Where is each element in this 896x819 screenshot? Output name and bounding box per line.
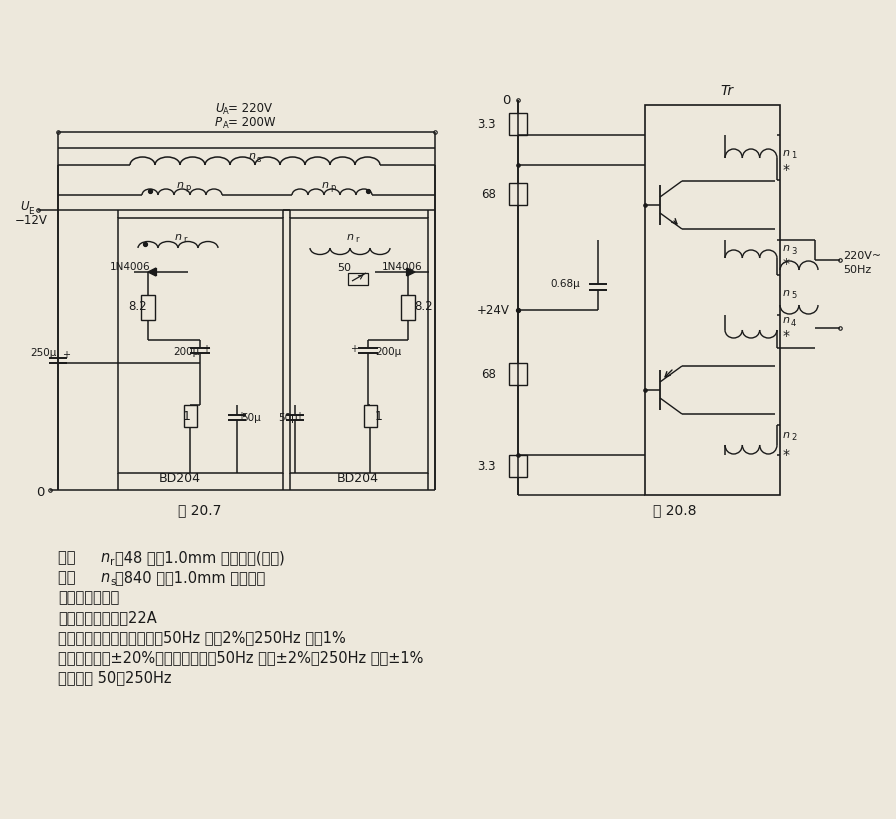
- Text: 8.2: 8.2: [414, 301, 433, 314]
- Text: *: *: [783, 257, 790, 271]
- Text: 4: 4: [791, 319, 797, 328]
- Text: U: U: [215, 102, 224, 115]
- Text: 0: 0: [502, 93, 510, 106]
- Text: ＝48 匝，1.0mm 铜漆包线(双绕): ＝48 匝，1.0mm 铜漆包线(双绕): [115, 550, 285, 565]
- Text: P: P: [215, 115, 222, 129]
- Text: 200μ: 200μ: [375, 347, 401, 357]
- Text: p: p: [330, 183, 335, 192]
- Text: n: n: [783, 148, 790, 158]
- Text: 3.3: 3.3: [478, 117, 496, 130]
- Bar: [364, 405, 377, 427]
- Bar: [118, 218, 283, 473]
- Text: n: n: [322, 180, 329, 190]
- Text: ＝840 匝，1.0mm 铜漆包线: ＝840 匝，1.0mm 铜漆包线: [115, 571, 265, 586]
- Text: 1: 1: [791, 152, 797, 161]
- Text: +: +: [62, 350, 70, 360]
- Text: n: n: [347, 232, 354, 242]
- Text: n: n: [783, 243, 790, 253]
- Text: 5: 5: [791, 292, 797, 301]
- Bar: [509, 183, 527, 205]
- Polygon shape: [407, 268, 415, 276]
- Polygon shape: [148, 268, 156, 276]
- Text: 绕组: 绕组: [58, 571, 80, 586]
- Text: 电源电压变化±20%时频率变化量：50Hz 时＜±2%，250Hz 时＜±1%: 电源电压变化±20%时频率变化量：50Hz 时＜±2%，250Hz 时＜±1%: [58, 650, 424, 666]
- Text: 220V~: 220V~: [843, 251, 881, 261]
- Text: *: *: [783, 329, 790, 343]
- Text: A: A: [223, 121, 228, 130]
- Text: 绕组: 绕组: [58, 550, 80, 565]
- Text: 1: 1: [375, 410, 383, 423]
- Bar: [401, 295, 415, 320]
- Text: 50: 50: [337, 263, 351, 273]
- Text: 1: 1: [183, 410, 191, 423]
- Text: 1N4006: 1N4006: [382, 262, 423, 272]
- Text: +: +: [237, 411, 245, 421]
- Text: = 220V: = 220V: [228, 102, 272, 115]
- Text: *: *: [783, 448, 790, 462]
- Bar: [290, 218, 428, 473]
- Text: *: *: [783, 163, 790, 177]
- Text: 68: 68: [481, 368, 496, 381]
- Bar: [141, 295, 155, 320]
- Text: 3: 3: [791, 247, 797, 256]
- Text: r: r: [110, 557, 115, 567]
- Text: BD204: BD204: [337, 472, 379, 485]
- Text: 0.68μ: 0.68μ: [550, 279, 580, 289]
- Text: 电路典型数据：: 电路典型数据：: [58, 590, 119, 605]
- Text: 200μ: 200μ: [173, 347, 199, 357]
- Text: +: +: [295, 411, 303, 421]
- Text: U: U: [20, 201, 29, 214]
- Text: Tr: Tr: [720, 84, 734, 98]
- Text: n: n: [249, 151, 256, 161]
- Text: −12V: −12V: [15, 214, 47, 227]
- Text: s: s: [110, 577, 116, 587]
- Text: n: n: [100, 550, 109, 565]
- Bar: [348, 273, 368, 285]
- Text: 2: 2: [791, 433, 797, 442]
- Bar: [509, 113, 527, 135]
- Text: 3.3: 3.3: [478, 459, 496, 473]
- Text: = 200W: = 200W: [228, 115, 275, 129]
- Bar: [509, 363, 527, 385]
- Text: 图 20.7: 图 20.7: [178, 503, 221, 517]
- Text: 工作频率 50～250Hz: 工作频率 50～250Hz: [58, 671, 171, 686]
- Text: +24V: +24V: [478, 304, 510, 316]
- Text: 图 20.8: 图 20.8: [653, 503, 697, 517]
- Text: BD204: BD204: [159, 472, 201, 485]
- Text: s: s: [257, 155, 262, 164]
- Bar: [645, 105, 780, 495]
- Text: A: A: [223, 107, 228, 116]
- Text: 空载和满载间频率变化量：50Hz 时＜2%，250Hz 时＜1%: 空载和满载间频率变化量：50Hz 时＜2%，250Hz 时＜1%: [58, 631, 346, 645]
- Text: n: n: [783, 288, 790, 298]
- Text: 8.2: 8.2: [128, 301, 147, 314]
- Text: 250μ: 250μ: [30, 348, 56, 358]
- Text: n: n: [783, 430, 790, 440]
- Text: r: r: [355, 236, 358, 245]
- Bar: [509, 455, 527, 477]
- Text: +: +: [350, 344, 358, 354]
- Text: 1N4006: 1N4006: [110, 262, 151, 272]
- Text: +: +: [202, 344, 210, 354]
- Text: 68: 68: [481, 188, 496, 201]
- Text: 50μ: 50μ: [241, 413, 261, 423]
- Text: 0: 0: [36, 486, 45, 499]
- Text: 50Hz: 50Hz: [843, 265, 871, 275]
- Text: p: p: [185, 183, 190, 192]
- Text: 满载时消耗电流：22A: 满载时消耗电流：22A: [58, 610, 157, 626]
- Text: 50μ: 50μ: [278, 413, 297, 423]
- Text: n: n: [177, 180, 184, 190]
- Text: E: E: [28, 206, 34, 215]
- Bar: [184, 405, 197, 427]
- Text: r: r: [183, 236, 186, 245]
- Text: n: n: [175, 232, 182, 242]
- Text: n: n: [783, 315, 790, 325]
- Text: n: n: [100, 571, 109, 586]
